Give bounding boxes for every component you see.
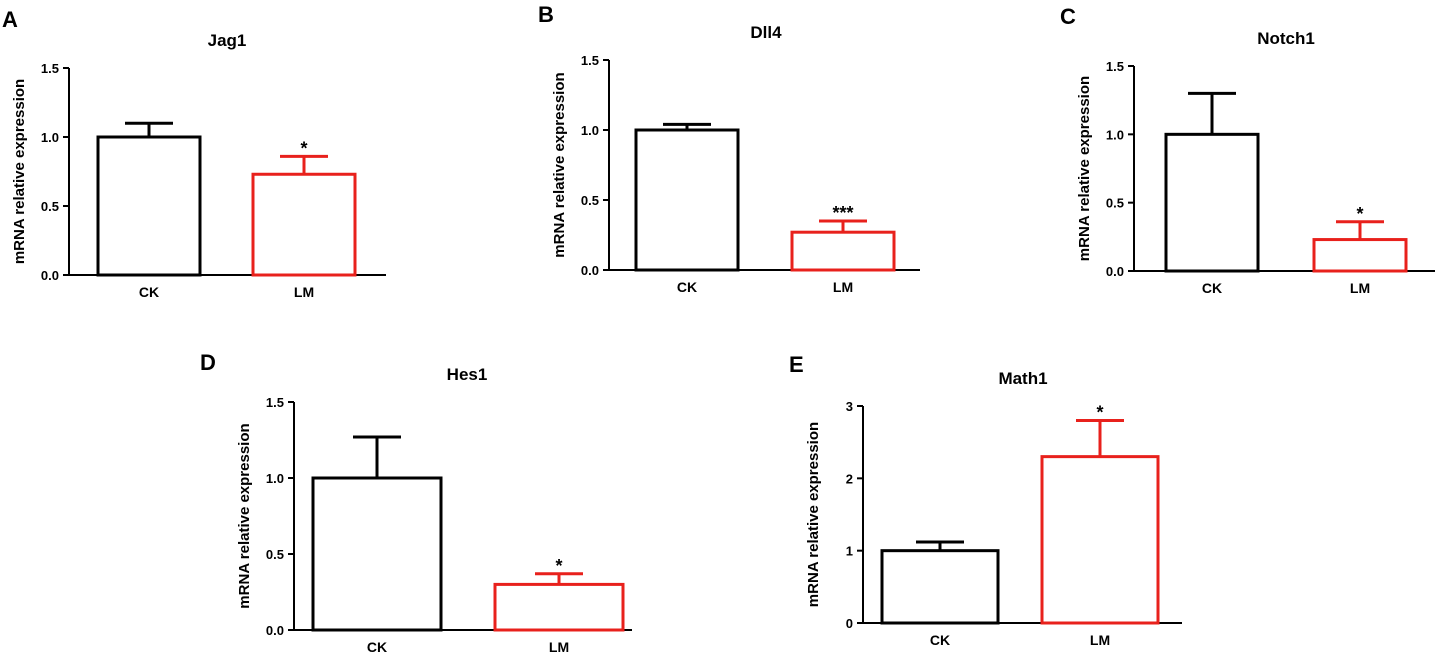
- x-tick-label-ck: CK: [677, 279, 697, 295]
- bar-lm: [493, 582, 625, 632]
- bar-ck: [634, 128, 740, 272]
- chart-panel-d: D Hes1 mRNA relative expression 0.0 0.5 1.0 1.…: [200, 350, 632, 655]
- y-tick-label: 0.5: [1106, 196, 1124, 211]
- x-tick-label-ck: CK: [930, 632, 950, 648]
- chart-title: Hes1: [447, 365, 488, 384]
- x-tick-label-ck: CK: [1202, 280, 1222, 296]
- y-axis-label: mRNA relative expression: [551, 72, 568, 257]
- bar-lm: [1040, 455, 1160, 625]
- panel-letter: D: [200, 350, 216, 375]
- x-tick-label-ck: CK: [367, 639, 387, 655]
- y-tick-label: 0: [846, 616, 853, 631]
- y-tick-label: 0.0: [581, 263, 599, 278]
- y-tick-label: 0.5: [266, 547, 284, 562]
- bar-ck: [311, 476, 443, 632]
- y-axis-label: mRNA relative expression: [805, 422, 822, 607]
- significance-marker: *: [1356, 204, 1363, 224]
- panel-letter: C: [1060, 4, 1076, 29]
- x-tick-label-lm: LM: [294, 284, 314, 300]
- chart-title: Notch1: [1257, 29, 1315, 48]
- bar-ck: [1164, 132, 1260, 273]
- bar-ck: [880, 549, 1000, 625]
- chart-title: Dll4: [750, 23, 782, 42]
- y-tick-label: 1.5: [266, 395, 284, 410]
- y-tick-label: 1: [846, 544, 853, 559]
- significance-marker: *: [555, 556, 562, 576]
- panel-letter: E: [789, 352, 804, 377]
- panel-letter: A: [2, 7, 18, 32]
- x-tick-label-lm: LM: [549, 639, 569, 655]
- chart-title: Jag1: [208, 31, 247, 50]
- panel-letter: B: [538, 2, 554, 27]
- y-tick-label: 1.0: [266, 471, 284, 486]
- bar-lm: [1312, 238, 1408, 273]
- y-tick-label: 1.0: [581, 123, 599, 138]
- y-tick-label: 0.5: [581, 193, 599, 208]
- significance-marker: *: [300, 138, 307, 158]
- y-tick-label: 1.5: [41, 61, 59, 76]
- chart-panel-b: B Dll4 mRNA relative expression 0.0 0.5 1.0 1.…: [538, 2, 920, 295]
- chart-title: Math1: [998, 369, 1047, 388]
- y-tick-label: 3: [846, 399, 853, 414]
- chart-panel-a: A Jag1 mRNA relative expression 0.0 0.5 1.0 1.…: [2, 7, 386, 300]
- x-tick-label-lm: LM: [1090, 632, 1110, 648]
- bar-lm: [251, 172, 357, 277]
- y-tick-label: 1.5: [581, 53, 599, 68]
- x-tick-label-ck: CK: [139, 284, 159, 300]
- y-tick-label: 0.0: [1106, 264, 1124, 279]
- y-tick-label: 1.0: [41, 130, 59, 145]
- bar-lm: [790, 230, 896, 272]
- y-axis-label: mRNA relative expression: [1076, 76, 1093, 261]
- y-tick-label: 0.0: [266, 623, 284, 638]
- bar-ck: [96, 135, 202, 277]
- significance-marker: ***: [832, 203, 853, 223]
- x-tick-label-lm: LM: [1350, 280, 1370, 296]
- y-tick-label: 2: [846, 471, 853, 486]
- y-tick-label: 1.5: [1106, 59, 1124, 74]
- y-tick-label: 0.5: [41, 199, 59, 214]
- y-tick-label: 1.0: [1106, 127, 1124, 142]
- y-axis-label: mRNA relative expression: [11, 79, 28, 264]
- x-tick-label-lm: LM: [833, 279, 853, 295]
- significance-marker: *: [1096, 402, 1103, 422]
- y-tick-label: 0.0: [41, 268, 59, 283]
- y-axis-label: mRNA relative expression: [236, 423, 253, 608]
- chart-panel-e: E Math1 mRNA relative expression 0 1 2 3 CK * LM: [789, 352, 1182, 648]
- chart-panel-c: C Notch1 mRNA relative expression 0.0 0.5 1.0…: [1060, 4, 1435, 296]
